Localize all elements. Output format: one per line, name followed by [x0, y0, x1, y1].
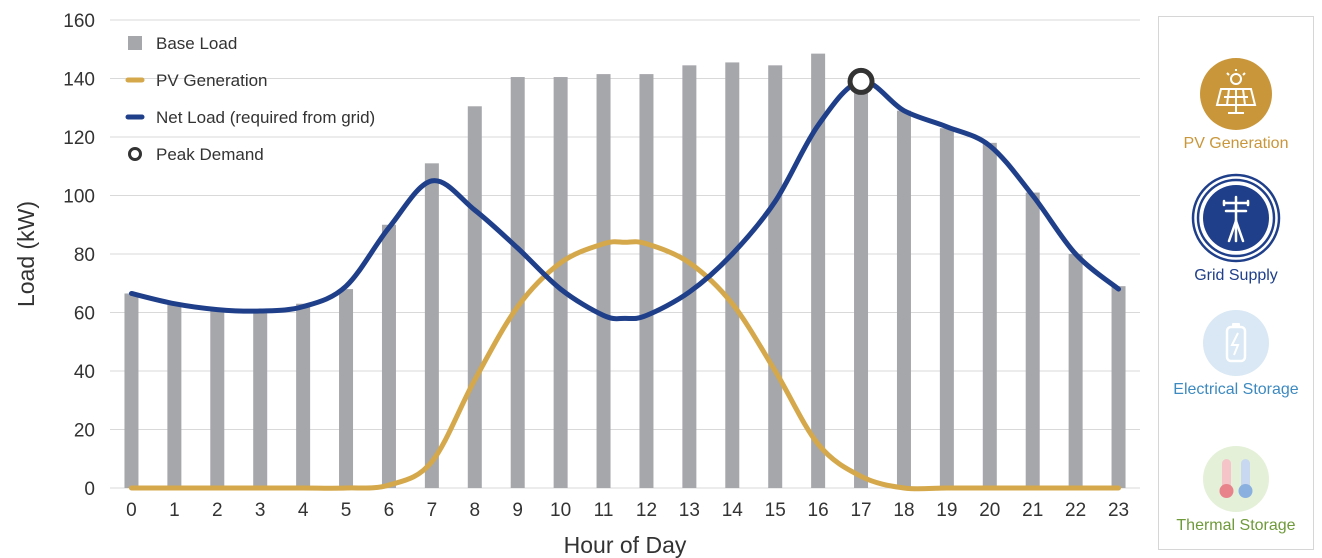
panel-item-thermal-storage[interactable]: Thermal Storage: [1159, 445, 1313, 535]
legend-swatch-ring: [128, 147, 142, 161]
y-tick-label: 60: [74, 304, 95, 325]
bar-base-load: [253, 309, 268, 488]
x-tick-label: 7: [427, 500, 438, 521]
x-tick-labels: 0 1 2 3 4 5 6 7 8 9 10 11 12 13 14 15 16 17 18 19 20 21 22 23: [126, 500, 1129, 521]
thermometer-icon: [1203, 446, 1269, 512]
x-tick-label: 3: [255, 500, 266, 521]
y-tick-label: 40: [74, 362, 95, 383]
x-tick-label: 13: [679, 500, 700, 521]
bar-base-load: [210, 309, 225, 488]
bar-base-load: [596, 74, 611, 489]
bar-base-load: [424, 163, 439, 488]
x-tick-label: 11: [594, 500, 614, 521]
panel-label-thermal-storage: Thermal Storage: [1176, 517, 1296, 534]
y-tick-label: 100: [63, 187, 95, 208]
x-tick-label: 14: [722, 500, 744, 521]
y-tick-label: 120: [63, 128, 95, 149]
peak-demand-marker: [847, 67, 875, 95]
x-tick-label: 5: [341, 500, 352, 521]
legend-item: PV Generation: [125, 71, 268, 90]
pv-generation-line: [128, 239, 1122, 492]
y-tick-label: 160: [63, 11, 95, 32]
x-axis-label: Hour of Day: [564, 532, 687, 558]
x-tick-label: 20: [979, 500, 1000, 521]
legend-label: Net Load (required from grid): [156, 108, 375, 127]
x-tick-label: 2: [212, 500, 223, 521]
legend-item: Net Load (required from grid): [125, 108, 375, 127]
panel-label-grid-supply: Grid Supply: [1194, 267, 1278, 284]
bar-base-load: [939, 128, 954, 488]
y-tick-labels: 0 20 40 60 80 100 120 140 160: [63, 11, 95, 500]
bar-base-load: [510, 77, 525, 488]
bar-base-load: [982, 142, 997, 488]
bar-base-load: [381, 224, 396, 488]
bar-base-load: [854, 81, 869, 489]
bar-base-load: [1068, 254, 1083, 488]
bar-base-load: [1025, 192, 1040, 488]
bar-base-load: [467, 106, 482, 488]
series-lines: [128, 67, 1122, 492]
y-tick-label: 0: [84, 479, 95, 500]
x-tick-label: 16: [808, 500, 829, 521]
x-tick-label: 17: [850, 500, 871, 521]
panel-item-electrical-storage[interactable]: Electrical Storage: [1159, 309, 1313, 399]
bar-base-load: [167, 303, 182, 488]
bar-base-load: [124, 293, 139, 488]
chart-legend: Base Load PV Generation Net Load (required…: [125, 34, 375, 164]
bar-base-load: [682, 65, 697, 489]
x-tick-label: 10: [550, 500, 571, 521]
y-axis-label: Load (kW): [13, 201, 39, 307]
x-tick-label: 22: [1065, 500, 1086, 521]
y-tick-label: 20: [74, 421, 95, 442]
base-load-bars: [124, 53, 1126, 489]
legend-item: Base Load: [128, 34, 237, 53]
y-tick-label: 140: [63, 70, 95, 91]
x-tick-label: 6: [384, 500, 395, 521]
bar-base-load: [296, 303, 311, 488]
legend-label: Base Load: [156, 34, 237, 53]
x-tick-label: 23: [1108, 500, 1129, 521]
panel-label-electrical-storage: Electrical Storage: [1173, 381, 1299, 398]
x-tick-label: 8: [470, 500, 481, 521]
x-tick-label: 19: [936, 500, 957, 521]
bar-base-load: [768, 65, 783, 489]
battery-icon: [1203, 310, 1269, 376]
bar-base-load: [639, 74, 654, 489]
bar-base-load: [553, 77, 568, 488]
bar-base-load: [339, 289, 354, 488]
x-tick-label: 18: [893, 500, 914, 521]
x-tick-label: 12: [636, 500, 657, 521]
x-tick-label: 9: [512, 500, 523, 521]
power-pole-icon: [1191, 173, 1281, 263]
bar-base-load: [1111, 286, 1126, 488]
x-tick-label: 4: [298, 500, 309, 521]
y-tick-label: 80: [74, 245, 95, 266]
x-tick-label: 1: [169, 500, 180, 521]
x-tick-label: 21: [1022, 500, 1043, 521]
legend-swatch-square: [128, 36, 142, 50]
net-load-line: [128, 78, 1122, 322]
legend-label: Peak Demand: [156, 145, 264, 164]
bar-base-load: [896, 110, 911, 489]
x-tick-label: 0: [126, 500, 137, 521]
x-tick-label: 15: [765, 500, 786, 521]
bar-base-load: [725, 62, 740, 488]
bar-base-load: [811, 53, 826, 488]
panel-label-pv-generation: PV Generation: [1183, 135, 1289, 152]
panel-item-pv-generation[interactable]: PV Generation: [1159, 57, 1313, 153]
solar-panel-icon: [1200, 58, 1272, 130]
resource-panel: PV Generation Grid Supply Electrical Sto…: [1158, 16, 1314, 550]
legend-item: Peak Demand: [128, 145, 264, 164]
legend-label: PV Generation: [156, 71, 268, 90]
panel-item-grid-supply[interactable]: Grid Supply: [1159, 173, 1313, 285]
